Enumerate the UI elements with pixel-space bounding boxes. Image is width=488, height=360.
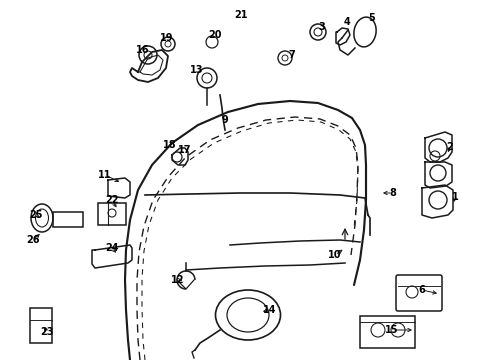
Text: 5: 5 (368, 13, 375, 23)
Text: 9: 9 (221, 115, 228, 125)
Text: 17: 17 (178, 145, 191, 155)
Text: 14: 14 (263, 305, 276, 315)
Text: 12: 12 (171, 275, 184, 285)
Text: 1: 1 (451, 192, 457, 202)
Text: 26: 26 (26, 235, 40, 245)
Text: 13: 13 (190, 65, 203, 75)
Text: 18: 18 (163, 140, 177, 150)
Text: 7: 7 (288, 50, 295, 60)
Text: 3: 3 (318, 22, 325, 32)
Text: 15: 15 (385, 325, 398, 335)
Text: 20: 20 (208, 30, 221, 40)
Text: 2: 2 (446, 142, 452, 152)
Text: 11: 11 (98, 170, 112, 180)
Bar (30, 308, 52, 343)
Text: 24: 24 (105, 243, 119, 253)
Text: 6: 6 (418, 285, 425, 295)
Text: 22: 22 (105, 195, 119, 205)
Bar (98, 203, 126, 225)
Text: 19: 19 (160, 33, 173, 43)
Text: 8: 8 (389, 188, 396, 198)
Bar (53, 212, 83, 227)
Text: 4: 4 (343, 17, 350, 27)
Text: 23: 23 (40, 327, 54, 337)
Bar (359, 316, 414, 348)
Text: 25: 25 (29, 210, 42, 220)
Text: 10: 10 (327, 250, 341, 260)
Text: 21: 21 (234, 10, 247, 20)
Text: 16: 16 (136, 45, 149, 55)
